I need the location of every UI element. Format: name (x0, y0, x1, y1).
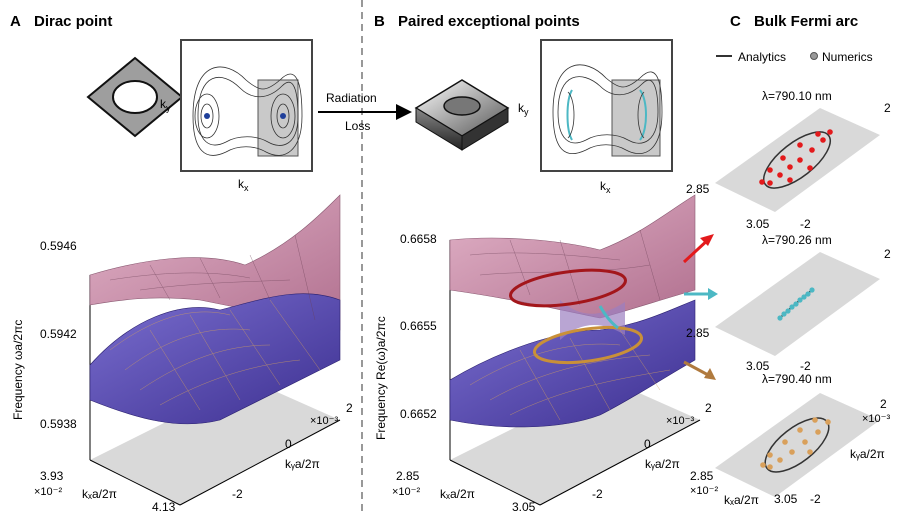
dirac-point-right (280, 113, 286, 119)
y-tick-b-1: 0 (644, 437, 651, 451)
kx-label-a: k (238, 177, 245, 191)
legend-numerics: Numerics (822, 50, 873, 64)
fermi-arc-red (763, 131, 831, 189)
tick-bottom-2: -2 (800, 359, 811, 373)
y-tick-b-2: -2 (592, 487, 603, 501)
legend-c: Analytics Numerics (716, 50, 873, 64)
lambda-label-1: λ=790.10 nm (762, 89, 832, 103)
lower-band-a (89, 293, 341, 425)
y-multiplier-a: ×10⁻³ (310, 415, 338, 427)
z-axis-label-b: Frequency Re(ω)a/2πc (374, 316, 388, 440)
tick-bottom-3: -2 (810, 492, 821, 506)
ky-label-a: k (160, 97, 167, 111)
unit-cell-slab (414, 79, 510, 151)
x-tick-a-0: 3.93 (40, 469, 64, 483)
arrow-label-radiation: Radiation (326, 91, 377, 105)
z-tick-a-2: 0.5938 (40, 417, 77, 431)
exceptional-ring-lower (532, 325, 644, 365)
x-multiplier-b: ×10⁻² (392, 486, 420, 498)
z-axis-label-a: Frequency ωa/2πc (11, 320, 25, 420)
z-tick-b-0: 0.6658 (400, 232, 437, 246)
floor-a (90, 380, 340, 505)
z-tick-a-1: 0.5942 (40, 327, 77, 341)
tick-right-2: 3.05 (746, 359, 770, 373)
panel-c-title: Bulk Fermi arc (754, 13, 858, 30)
y-tick-a-1: 0 (285, 437, 292, 451)
floor-b (450, 380, 700, 505)
tick-top-1: 2 (884, 101, 891, 115)
arrow-gold (683, 360, 711, 378)
svg-text:kx: kx (238, 177, 249, 193)
tick-left-3: 2.85 (690, 469, 714, 483)
kx-sub-a: x (244, 183, 249, 193)
tick-right-1: 3.05 (746, 217, 770, 231)
contour-inset-a (180, 39, 313, 172)
eigenvalue-neck (560, 300, 625, 340)
x-tick-a-1: 4.13 (152, 500, 176, 514)
dirac-point-left (204, 113, 210, 119)
fermi-arc-plot-2: λ=790.26 nm 2 2.85 3.05 -2 (686, 233, 891, 373)
band-plot-b: 0.6658 0.6655 0.6652 Frequency Re(ω)a/2π… (374, 194, 712, 514)
ky-sub-a: y (166, 103, 171, 113)
x-multiplier-a: ×10⁻² (34, 486, 62, 498)
tick-top-2: 2 (884, 247, 891, 261)
tick-left-1: 2.85 (686, 182, 710, 196)
z-tick-b-1: 0.6655 (400, 319, 437, 333)
unit-cell-diamond (86, 56, 184, 138)
exceptional-ring-upper (509, 268, 627, 308)
lambda-label-2: λ=790.26 nm (762, 233, 832, 247)
z-tick-a-0: 0.5946 (40, 239, 77, 253)
legend-analytics: Analytics (738, 50, 786, 64)
kx-sub-b: x (606, 185, 611, 195)
y-axis-label-a: kᵧa/2π (285, 457, 320, 471)
panel-a: A Dirac point ky kx (10, 13, 353, 514)
svg-text:ky: ky (518, 101, 529, 117)
tick-left-2: 2.85 (686, 326, 710, 340)
tick-bottom-1: -2 (800, 217, 811, 231)
x-tick-b-1: 3.05 (512, 500, 536, 514)
kx-label-b: k (600, 179, 607, 193)
ky-label-b: k (518, 101, 525, 115)
arrow-label-loss: Loss (345, 119, 370, 133)
y-axis-label-b: kᵧa/2π (645, 457, 680, 471)
y-tick-a-0: 2 (346, 401, 353, 415)
y-multiplier-b: ×10⁻³ (666, 415, 694, 427)
y-tick-a-2: -2 (232, 487, 243, 501)
x-axis-label-b: kₓa/2π (440, 487, 475, 501)
svg-text:kx: kx (600, 179, 611, 195)
x-tick-b-0: 2.85 (396, 469, 420, 483)
x-axis-label-a: kₓa/2π (82, 487, 117, 501)
ky-sub-b: y (524, 107, 529, 117)
panel-b-title: Paired exceptional points (398, 13, 580, 30)
fermi-arc-cyan (598, 305, 619, 330)
tick-top-3: 2 (880, 397, 887, 411)
y-multiplier-c: ×10⁻³ (862, 413, 890, 425)
z-tick-b-2: 0.6652 (400, 407, 437, 421)
tick-right-3: 3.05 (774, 492, 798, 506)
svg-text:ky: ky (160, 97, 171, 113)
panel-b: B Paired exceptional points ky kx (374, 13, 712, 514)
contour-inset-b (540, 39, 673, 172)
panel-c: C Bulk Fermi arc Analytics Numerics λ=79… (682, 13, 891, 507)
panel-c-letter: C (730, 13, 741, 30)
y-tick-b-0: 2 (705, 401, 712, 415)
panel-b-letter: B (374, 13, 385, 30)
x-axis-label-c: kₓa/2π (724, 493, 759, 507)
band-plot-a: 0.5946 0.5942 0.5938 Frequency ωa/2πc 3.… (11, 194, 353, 514)
y-axis-label-c: kᵧa/2π (850, 447, 885, 461)
panel-a-title: Dirac point (34, 13, 112, 30)
fermi-arc-plot-1: λ=790.10 nm 2 2.85 3.05 -2 (686, 89, 891, 231)
lambda-label-3: λ=790.40 nm (762, 372, 832, 386)
upper-band-b (449, 194, 696, 319)
x-multiplier-c: ×10⁻² (690, 485, 718, 497)
panel-a-letter: A (10, 13, 21, 30)
fermi-arc-plot-3: λ=790.40 nm 2 ×10⁻³ kᵧa/2π 2.85 ×10⁻² kₓ… (690, 372, 890, 507)
